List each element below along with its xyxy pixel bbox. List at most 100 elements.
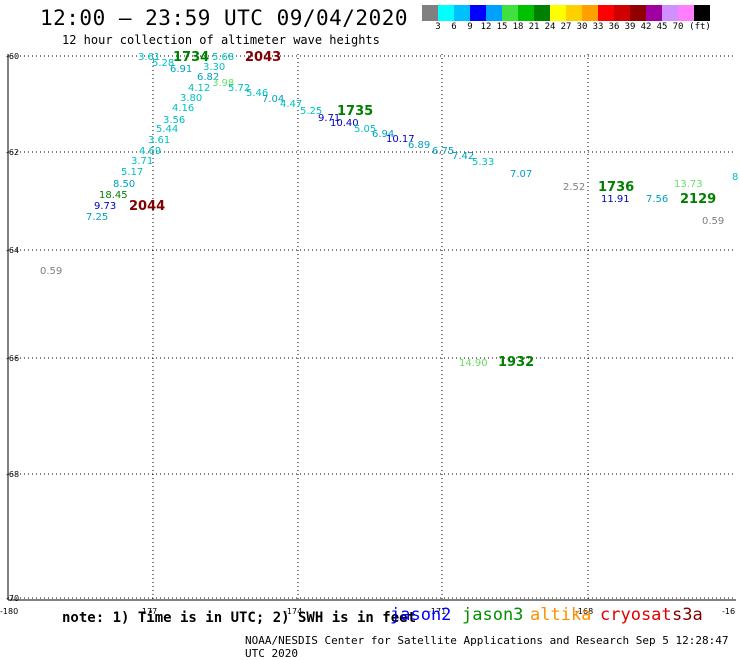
swh-value: 3.61 <box>138 52 160 63</box>
legend-label: 9 <box>467 22 473 32</box>
swh-value: 13.73 <box>674 179 703 190</box>
swh-value: 8.50 <box>113 179 135 190</box>
legend-label: 45 <box>656 22 668 32</box>
latitude-label: -66 <box>6 354 19 363</box>
legend-swatch <box>534 5 550 21</box>
swh-value: 3.30 <box>203 62 225 73</box>
longitude-label: -16 <box>722 607 735 616</box>
pass-time-label: 2129 <box>680 192 716 207</box>
legend-label: 18 <box>512 22 524 32</box>
swh-value: 3.56 <box>163 115 185 126</box>
map-title: 12:00 – 23:59 UTC 09/04/2020 <box>40 6 409 30</box>
swh-value: 8 <box>732 172 738 183</box>
swh-value: 7.25 <box>86 212 108 223</box>
swh-value: 3.61 <box>148 135 170 146</box>
swh-value: 3.80 <box>180 93 202 104</box>
legend-swatch <box>550 5 566 21</box>
legend-label: 12 <box>480 22 492 32</box>
swh-value: 11.91 <box>601 194 630 205</box>
swh-value: 5.68 <box>212 52 234 63</box>
latitude-label: -68 <box>6 470 19 479</box>
swh-value: 7.04 <box>262 94 284 105</box>
legend-swatch <box>454 5 470 21</box>
swh-value: 10.40 <box>330 118 359 129</box>
pass-time-label: 1736 <box>598 180 634 195</box>
swh-value: 5.25 <box>300 106 322 117</box>
legend-swatch <box>422 5 438 21</box>
legend-label: 33 <box>592 22 604 32</box>
map-subtitle: 12 hour collection of altimeter wave hei… <box>62 33 380 47</box>
credit-line: NOAA/NESDIS Center for Satellite Applica… <box>245 634 729 660</box>
satellite-altika: altika <box>530 605 592 625</box>
footnote: note: 1) Time is in UTC; 2) SWH is in fe… <box>62 610 417 626</box>
swh-value: 6.89 <box>408 140 430 151</box>
legend-label: 24 <box>544 22 556 32</box>
satellite-cryosat: cryosat <box>600 605 672 625</box>
legend-swatch <box>582 5 598 21</box>
swh-value: 5.17 <box>121 167 143 178</box>
satellite-jason3: jason3 <box>462 605 524 625</box>
swh-value: 5.33 <box>472 157 494 168</box>
legend-swatch <box>662 5 678 21</box>
wave-height-color-legend <box>422 5 710 21</box>
legend-swatch <box>438 5 454 21</box>
latitude-label: -62 <box>6 148 19 157</box>
pass-time-label: 1735 <box>337 104 373 119</box>
pass-time-label: 2044 <box>129 199 165 214</box>
legend-swatch <box>598 5 614 21</box>
longitude-label: -177 <box>139 607 157 616</box>
longitude-label: -168 <box>575 607 593 616</box>
swh-value: 0.59 <box>40 266 62 277</box>
legend-label: 21 <box>528 22 540 32</box>
legend-swatch <box>678 5 694 21</box>
legend-swatch <box>630 5 646 21</box>
swh-value: 4.47 <box>280 99 302 110</box>
satellite-jason2: jason2 <box>390 605 452 625</box>
swh-value: 6.91 <box>170 64 192 75</box>
satellite-s3a: s3a <box>672 605 703 625</box>
longitude-label: -174 <box>284 607 302 616</box>
swh-value: 7.42 <box>452 151 474 162</box>
legend-label: 42 <box>640 22 652 32</box>
swh-value: 18.45 <box>99 190 128 201</box>
legend-label: (ft) <box>689 22 711 32</box>
legend-swatch <box>518 5 534 21</box>
longitude-label: -180 <box>0 607 18 616</box>
legend-swatch <box>486 5 502 21</box>
legend-swatch <box>694 5 710 21</box>
legend-swatch <box>470 5 486 21</box>
legend-label: 6 <box>451 22 457 32</box>
swh-value: 4.69 <box>139 146 161 157</box>
legend-label: 70 <box>672 22 684 32</box>
legend-label: 15 <box>496 22 508 32</box>
latitude-label: -70 <box>6 594 19 603</box>
swh-value: 7.56 <box>646 194 668 205</box>
legend-label: 27 <box>560 22 572 32</box>
swh-value: 5.44 <box>156 124 178 135</box>
swh-value: 5.72 <box>228 83 250 94</box>
swh-value: 3.98 <box>212 78 234 89</box>
legend-label: 36 <box>608 22 620 32</box>
swh-value: 4.16 <box>172 103 194 114</box>
pass-time-label: 1932 <box>498 355 534 370</box>
legend-swatch <box>614 5 630 21</box>
pass-time-label: 2043 <box>245 50 281 65</box>
swh-value: 10.17 <box>386 134 415 145</box>
legend-label: 39 <box>624 22 636 32</box>
latitude-label: -60 <box>6 52 19 61</box>
latitude-label: -64 <box>6 246 19 255</box>
swh-value: 9.71 <box>318 113 340 124</box>
legend-label: 30 <box>576 22 588 32</box>
swh-value: 7.07 <box>510 169 532 180</box>
swh-value: 5.46 <box>246 88 268 99</box>
swh-value: 3.71 <box>131 156 153 167</box>
legend-swatch <box>566 5 582 21</box>
swh-value: 5.28 <box>152 58 174 69</box>
swh-value: 14.90 <box>459 358 488 369</box>
swh-value: 6.82 <box>197 72 219 83</box>
swh-value: 6.75 <box>432 146 454 157</box>
legend-swatch <box>502 5 518 21</box>
swh-value: 4.12 <box>188 83 210 94</box>
pass-time-label: 1734 <box>173 50 209 65</box>
